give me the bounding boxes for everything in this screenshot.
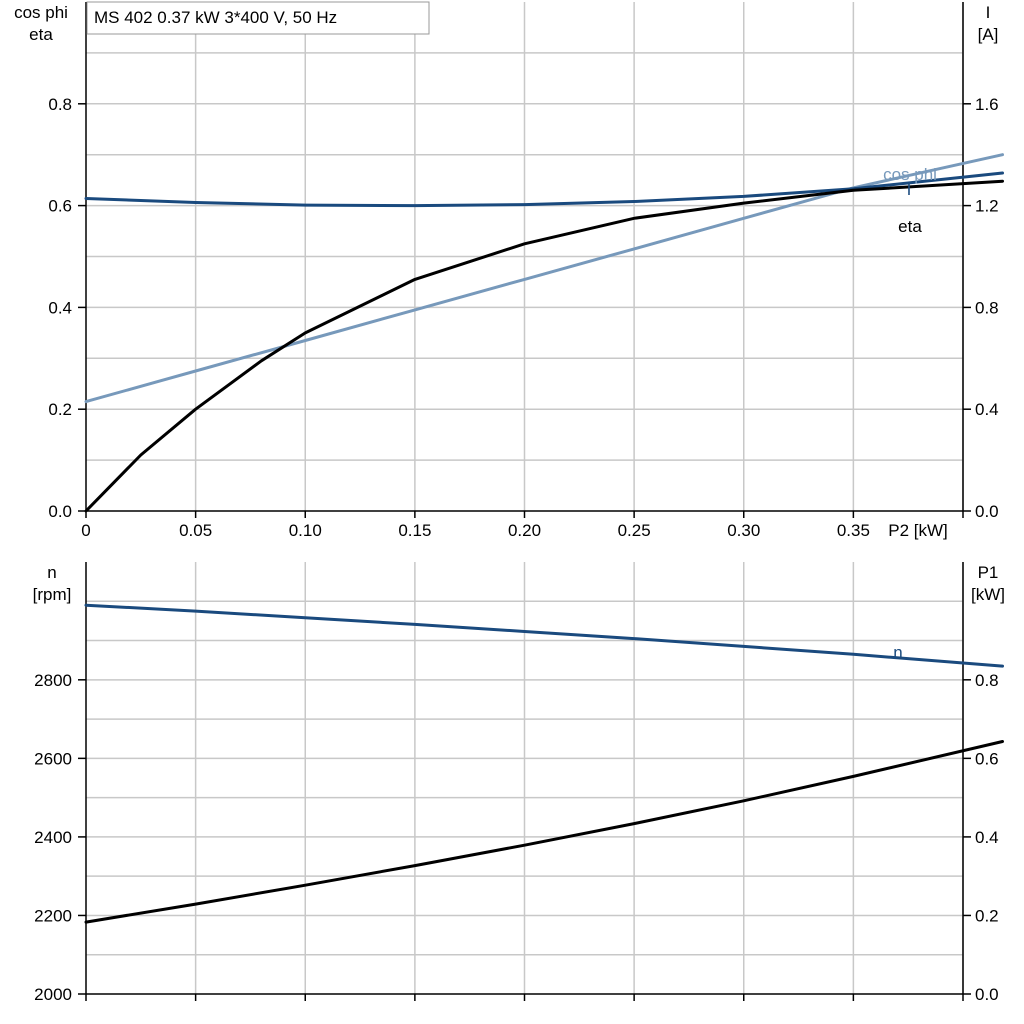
- chart-title: MS 402 0.37 kW 3*400 V, 50 Hz: [94, 8, 337, 27]
- top-grid: [86, 2, 964, 511]
- bottom-left-axis-title-1: n: [47, 563, 56, 582]
- top-right-axis-title-2: [A]: [978, 25, 999, 44]
- top-left-tick-label: 0.4: [48, 298, 72, 317]
- top-left-tick-label: 0.8: [48, 95, 72, 114]
- top-right-tick-label: 1.6: [975, 95, 999, 114]
- bottom-labels: 2000 2200 2400 2600 2800 0.0 0.2 0.4 0.6 0.8 n [rpm…: [33, 563, 1005, 1004]
- bottom-right-tick-label: 0.8: [975, 671, 999, 690]
- bottom-right-tick-label: 0.6: [975, 749, 999, 768]
- series-label-i: I: [907, 180, 912, 199]
- bottom-left-tick-label: 2800: [34, 671, 72, 690]
- info-box: MS 402 0.37 kW 3*400 V, 50 Hz: [86, 1, 430, 35]
- top-x-tick-label: 0.25: [618, 521, 651, 540]
- top-left-tick-label: 0.2: [48, 400, 72, 419]
- top-axes: [78, 2, 971, 518]
- top-panel: 0.0 0.2 0.4 0.6 0.8 0.0 0.4 0.8 1.2 1.6 0 0.05 0.10 0…: [14, 1, 1004, 540]
- top-right-tick-label: 0.8: [975, 298, 999, 317]
- bottom-panel: 2000 2200 2400 2600 2800 0.0 0.2 0.4 0.6 0.8 n [rpm…: [33, 562, 1005, 1004]
- top-left-axis-title-1: cos phi: [14, 3, 68, 22]
- top-right-tick-label: 0.4: [975, 400, 999, 419]
- top-left-axis-title-2: eta: [29, 25, 53, 44]
- top-right-tick-label: 0.0: [975, 502, 999, 521]
- top-right-axis-title-1: I: [986, 3, 991, 22]
- bottom-right-tick-label: 0.4: [975, 828, 999, 847]
- top-x-tick-label: 0.20: [508, 521, 541, 540]
- top-x-tick-label: 0.10: [289, 521, 322, 540]
- top-series-I-line: [84, 171, 1004, 208]
- top-left-tick-label: 0.0: [48, 502, 72, 521]
- bottom-series-n-line: [84, 603, 1004, 668]
- top-series-eta-line: [84, 179, 1004, 513]
- bottom-series-p1-line: [84, 740, 1004, 924]
- series-label-cos-phi: cos phi: [883, 165, 937, 184]
- top-x-axis-title: P2 [kW]: [888, 521, 948, 540]
- bottom-left-tick-label: 2200: [34, 906, 72, 925]
- top-x-tick-label: 0.35: [837, 521, 870, 540]
- top-series: [84, 153, 1004, 513]
- bottom-right-tick-label: 0.0: [975, 985, 999, 1004]
- series-label-n: n: [893, 643, 902, 662]
- top-x-tick-label: 0.30: [727, 521, 760, 540]
- bottom-right-axis-title-2: [kW]: [971, 585, 1005, 604]
- top-series-cos-phi-line: [84, 153, 1004, 404]
- top-x-tick-label: 0.15: [398, 521, 431, 540]
- bottom-left-tick-label: 2600: [34, 749, 72, 768]
- top-labels: 0.0 0.2 0.4 0.6 0.8 0.0 0.4 0.8 1.2 1.6 0 0.05 0.10 0…: [14, 3, 999, 540]
- info-box-frame: [86, 1, 430, 35]
- bottom-left-tick-label: 2400: [34, 828, 72, 847]
- bottom-right-tick-label: 0.2: [975, 906, 999, 925]
- bottom-axes: [78, 562, 971, 1001]
- bottom-left-axis-title-2: [rpm]: [33, 585, 72, 604]
- top-x-tick-label: 0.05: [179, 521, 212, 540]
- top-right-tick-label: 1.2: [975, 197, 999, 216]
- bottom-grid: [86, 562, 964, 994]
- top-x-tick-label: 0: [81, 521, 90, 540]
- bottom-right-axis-title-1: P1: [978, 563, 999, 582]
- top-left-tick-label: 0.6: [48, 197, 72, 216]
- series-label-eta: eta: [898, 217, 922, 236]
- bottom-series: [84, 603, 1004, 924]
- bottom-left-tick-label: 2000: [34, 985, 72, 1004]
